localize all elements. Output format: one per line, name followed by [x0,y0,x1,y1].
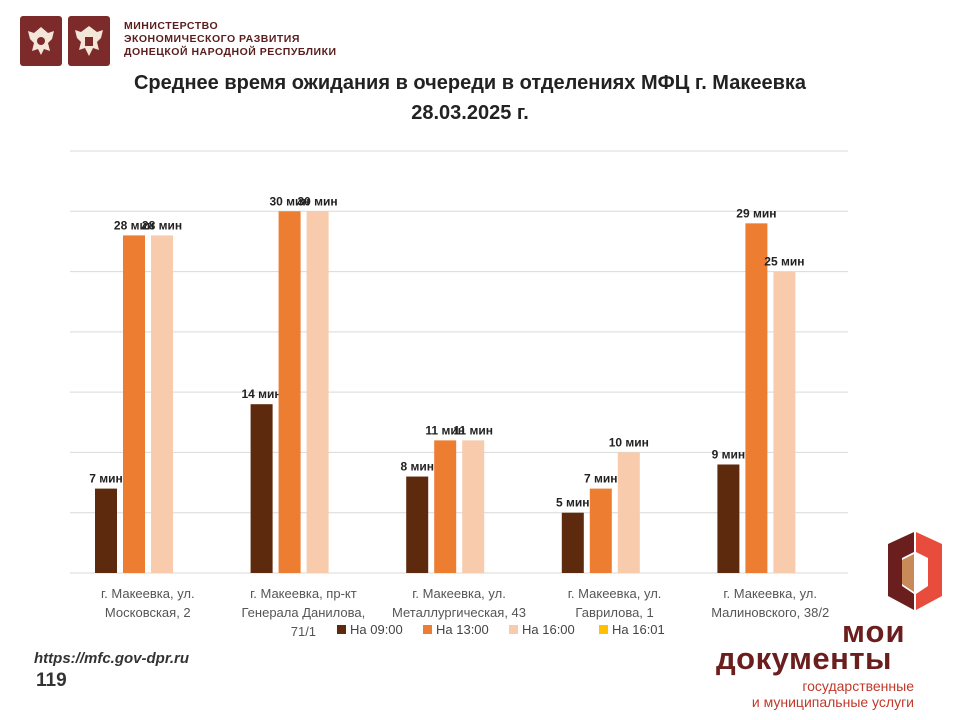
brand-subtitle-2: и муниципальные услуги [751,694,914,710]
moi-dokumenty-logo-icon [888,532,942,610]
data-label: 5 мин [556,496,590,510]
bar [95,488,117,573]
data-label: 28 мин [142,218,182,232]
header: МИНИСТЕРСТВО ЭКОНОМИЧЕСКОГО РАЗВИТИЯ ДОН… [20,16,337,68]
data-label: 7 мин [584,472,618,486]
data-label: 29 мин [736,206,776,220]
legend-entry: На 09:00 [350,622,403,637]
bar [406,476,429,573]
bar [306,211,329,574]
legend-swatch [337,625,346,634]
category-label: Металлургическая, 43 [392,605,526,620]
bar [462,440,485,573]
data-label: 30 мин [270,194,310,208]
russia-coat-of-arms-icon [20,16,62,66]
legend-swatch [599,625,608,634]
data-label: 28 мин [114,218,154,232]
bar [123,235,145,573]
chart-title-line-2: 28.03.2025 г. [411,102,529,124]
category-label: Гаврилова, 1 [575,605,653,620]
category-label: Московская, 2 [105,605,191,620]
brand-block: мои документы государственные и муниципа… [716,530,956,720]
chart-title-line-1: Среднее время ожидания в очереди в отдел… [133,72,807,94]
data-label: 30 мин [298,194,338,208]
legend-swatch [423,625,432,634]
bar [717,464,740,573]
category-label: 71/1 [291,624,316,639]
data-label: 11 мин [453,423,493,437]
bar [250,404,273,573]
bar [773,271,796,573]
legend-entry: На 13:00 [436,622,489,637]
bar [434,440,457,573]
brand-subtitle-1: государственные [802,678,914,694]
category-label: г. Макеевка, ул. [412,586,506,601]
data-label: 8 мин [400,460,434,474]
category-label: Малиновского, 38/2 [711,605,829,620]
category-label: г. Макеевка, пр-кт [250,586,357,601]
category-label: Генерала Данилова, [242,605,366,620]
legend-swatch [509,625,518,634]
footer-url[interactable]: https://mfc.gov-dpr.ru [34,650,189,667]
brand-line-1: мои [842,614,906,649]
chart-title: Среднее время ожидания в очереди в отдел… [0,68,940,128]
bar [745,223,768,574]
brand-line-2: документы [716,641,893,676]
dpr-coat-of-arms-icon [68,16,110,66]
data-label: 14 мин [242,387,282,401]
data-label: 25 мин [764,255,804,269]
ministry-name: МИНИСТЕРСТВО ЭКОНОМИЧЕСКОГО РАЗВИТИЯ ДОН… [124,20,337,59]
bar [589,488,612,573]
category-label: г. Макеевка, ул. [568,586,662,601]
bar [278,211,301,574]
page-number: 119 [36,670,67,691]
category-label: г. Макеевка, ул. [101,586,195,601]
bar [561,512,584,573]
data-label: 7 мин [89,472,123,486]
data-label: 11 мин [425,423,465,437]
ministry-line-3: ДОНЕЦКОЙ НАРОДНОЙ РЕСПУБЛИКИ [124,46,337,58]
legend-entry: На 16:01 [612,622,665,637]
ministry-line-1: МИНИСТЕРСТВО [124,20,219,32]
data-label: 10 мин [609,435,649,449]
bar [151,235,173,573]
legend-entry: На 16:00 [522,622,575,637]
bar [617,452,640,573]
category-label: г. Макеевка, ул. [723,586,817,601]
ministry-line-2: ЭКОНОМИЧЕСКОГО РАЗВИТИЯ [124,33,300,45]
data-label: 9 мин [712,447,746,461]
